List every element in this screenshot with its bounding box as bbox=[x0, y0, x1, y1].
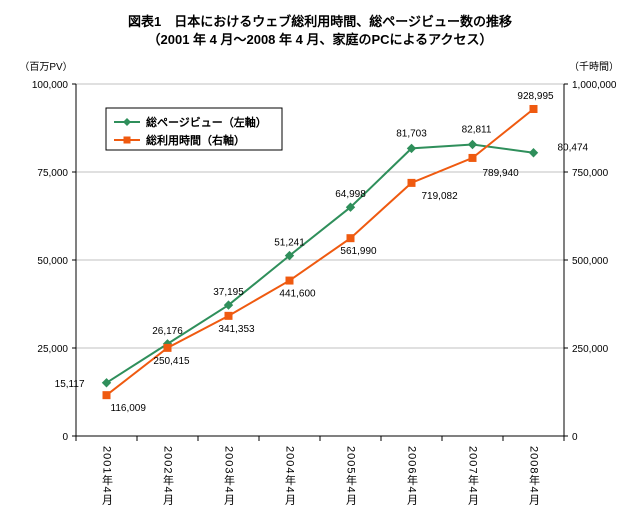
data-label: 80,474 bbox=[558, 143, 589, 154]
x-category-label: 2003年4月 bbox=[223, 446, 236, 506]
series-marker-square bbox=[469, 154, 476, 161]
x-category-label: 2005年4月 bbox=[345, 446, 358, 506]
series-marker-square bbox=[408, 179, 415, 186]
series-marker-square bbox=[286, 277, 293, 284]
series-marker-square bbox=[530, 105, 537, 112]
data-label: 789,940 bbox=[483, 168, 520, 179]
data-label: 561,990 bbox=[340, 246, 377, 257]
right-tick-label: 750,000 bbox=[572, 168, 609, 179]
data-label: 15,117 bbox=[55, 379, 85, 390]
x-category-label: 2008年4月 bbox=[528, 446, 541, 506]
right-tick-label: 1,000,000 bbox=[572, 80, 617, 91]
data-label: 37,195 bbox=[213, 287, 244, 298]
legend-square-icon bbox=[124, 137, 131, 144]
left-tick-label: 25,000 bbox=[37, 344, 68, 355]
left-tick-label: 50,000 bbox=[37, 256, 68, 267]
left-tick-label: 0 bbox=[62, 432, 68, 443]
data-label: 81,703 bbox=[396, 128, 427, 139]
x-category-label: 2001年4月 bbox=[101, 446, 114, 506]
chart-title-line1: 図表1 日本におけるウェブ総利用時間、総ページビュー数の推移 bbox=[128, 14, 512, 29]
data-label: 51,241 bbox=[274, 238, 305, 249]
data-label: 116,009 bbox=[111, 403, 147, 414]
data-label: 82,811 bbox=[462, 125, 492, 136]
data-label: 26,176 bbox=[152, 326, 183, 337]
chart-title-line2: （2001 年 4 月～2008 年 4 月、家庭のPCによるアクセス） bbox=[148, 32, 493, 47]
right-tick-label: 250,000 bbox=[572, 344, 609, 355]
x-category-label: 2002年4月 bbox=[162, 446, 175, 506]
data-label: 441,600 bbox=[279, 289, 316, 300]
left-tick-label: 75,000 bbox=[37, 168, 68, 179]
data-label: 928,995 bbox=[517, 91, 554, 102]
x-category-label: 2006年4月 bbox=[406, 446, 419, 506]
right-axis-unit: （千時間） bbox=[569, 61, 619, 73]
x-category-label: 2007年4月 bbox=[467, 446, 480, 506]
data-label: 250,415 bbox=[153, 356, 190, 367]
chart-container: 図表1 日本におけるウェブ総利用時間、総ページビュー数の推移 （2001 年 4 … bbox=[0, 0, 640, 524]
data-label: 64,998 bbox=[335, 189, 366, 200]
legend-label-pageviews: 総ページビュー（左軸） bbox=[146, 115, 267, 129]
left-tick-label: 100,000 bbox=[32, 80, 69, 91]
series-marker-diamond bbox=[530, 149, 538, 157]
series-marker-diamond bbox=[469, 141, 477, 149]
right-tick-label: 500,000 bbox=[572, 256, 609, 267]
left-axis-unit: （百万PV） bbox=[19, 61, 72, 73]
legend-label-usagetime: 総利用時間（右軸） bbox=[146, 133, 245, 147]
data-label: 341,353 bbox=[218, 324, 255, 335]
chart-svg: 図表1 日本におけるウェブ総利用時間、総ページビュー数の推移 （2001 年 4 … bbox=[0, 0, 640, 524]
series-line bbox=[107, 109, 534, 395]
data-label: 719,082 bbox=[422, 191, 459, 202]
x-category-label: 2004年4月 bbox=[284, 446, 297, 506]
series-marker-square bbox=[103, 392, 110, 399]
series-marker-square bbox=[225, 312, 232, 319]
series-marker-square bbox=[164, 344, 171, 351]
series-marker-square bbox=[347, 235, 354, 242]
right-tick-label: 0 bbox=[572, 432, 578, 443]
